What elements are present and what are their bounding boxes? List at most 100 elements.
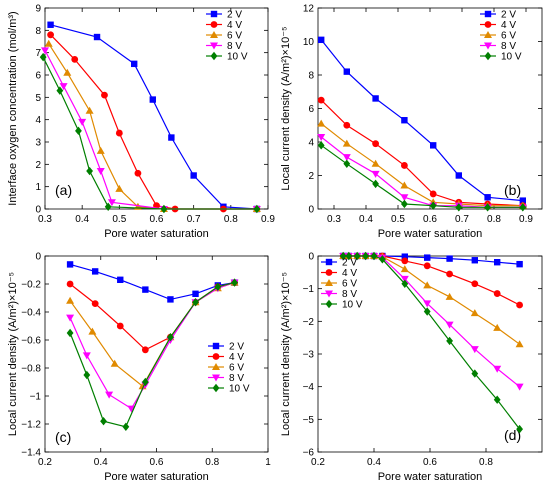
data-point — [318, 36, 325, 44]
data-point — [190, 172, 197, 179]
data-point — [134, 169, 142, 177]
y-tick-label: 2 — [35, 160, 41, 171]
y-tick-label: 0 — [308, 252, 314, 263]
data-point — [516, 301, 523, 309]
data-point — [138, 382, 147, 390]
data-point — [83, 370, 91, 380]
series-line — [69, 263, 235, 301]
x-tick-label: 0.8 — [205, 457, 219, 468]
data-point — [116, 322, 124, 330]
data-point — [41, 47, 49, 55]
legend-entry: 8 V — [342, 289, 357, 300]
data-point — [115, 129, 123, 137]
chart-panel-1: 0.3 0.4 0.5 0.6 0.7 0.8 0.9 0 2 4 6 8 10 12 Pore water… — [280, 4, 543, 240]
data-point — [86, 166, 93, 176]
legend: 2 V4 V6 V8 V10 V — [206, 10, 248, 63]
series-line — [343, 255, 520, 306]
data-point — [345, 251, 353, 261]
legend-entry: 2 V — [501, 10, 516, 21]
data-point — [339, 251, 347, 261]
legend-entry: 8 V — [229, 373, 244, 384]
legend-entry: 4 V — [501, 20, 516, 31]
legend-marker — [212, 383, 220, 393]
x-tick-label: 0.4 — [75, 214, 89, 225]
x-axis-label: Pore water saturation — [378, 228, 483, 240]
data-point — [471, 369, 479, 378]
series-3 — [41, 47, 261, 213]
legend-marker — [484, 10, 492, 18]
series-0 — [66, 261, 238, 303]
data-point — [317, 96, 325, 104]
data-point — [66, 280, 74, 288]
legend-entry: 8 V — [501, 41, 516, 52]
data-point — [47, 21, 54, 28]
x-axis-label: Pore water saturation — [104, 228, 209, 240]
legend-entry: 8 V — [227, 41, 242, 52]
data-point — [342, 139, 351, 147]
data-point — [117, 276, 124, 283]
legend-entry: 6 V — [342, 279, 357, 290]
series-line — [320, 123, 523, 207]
data-point — [96, 168, 105, 176]
series-line — [343, 255, 520, 345]
series-2 — [44, 39, 261, 212]
data-point — [455, 203, 463, 212]
y-tick-label: 10 — [303, 37, 315, 48]
data-point — [515, 383, 524, 391]
data-point — [446, 255, 453, 262]
y-tick-label: −1.4 — [21, 448, 41, 459]
panel-label: (b) — [504, 182, 521, 198]
y-tick-label: −0.2 — [21, 280, 41, 291]
data-point — [317, 119, 326, 127]
y-tick-label: 7 — [35, 48, 41, 59]
data-point — [493, 365, 502, 373]
data-point — [47, 31, 54, 39]
data-point — [63, 68, 72, 76]
y-axis-label: Local current density (A/m²)×10⁻⁵ — [280, 272, 292, 436]
y-tick-label: −1 — [303, 284, 315, 295]
data-point — [59, 83, 68, 91]
data-point — [110, 359, 119, 367]
data-point — [401, 199, 408, 209]
data-point — [100, 417, 107, 426]
series-2 — [339, 252, 524, 348]
x-tick-label: 0.6 — [150, 457, 164, 468]
x-tick-label: 0.6 — [150, 214, 164, 225]
data-point — [401, 253, 408, 260]
data-point — [127, 405, 136, 413]
data-point — [71, 55, 79, 63]
data-point — [56, 86, 64, 95]
data-point — [131, 60, 138, 68]
y-tick-label: 6 — [308, 104, 314, 115]
data-point — [371, 170, 380, 178]
data-point — [379, 255, 386, 264]
legend-entry: 2 V — [342, 258, 357, 269]
y-tick-label: 6 — [35, 71, 41, 82]
data-point — [445, 321, 454, 329]
data-point — [66, 328, 74, 338]
legend-entry: 10 V — [501, 52, 522, 63]
y-axis-label: Local current density (A/m²)×10⁻⁵ — [7, 272, 19, 436]
y-tick-label: 0 — [308, 205, 314, 216]
legend-entry: 2 V — [227, 10, 242, 21]
data-point — [370, 251, 378, 261]
data-point — [160, 204, 168, 214]
x-tick-label: 0.3 — [327, 214, 341, 225]
x-tick-label: 0.6 — [423, 214, 437, 225]
series-line — [343, 255, 520, 388]
data-point — [343, 159, 351, 168]
data-point — [231, 278, 238, 287]
data-point — [104, 202, 112, 211]
series-line — [50, 24, 257, 210]
y-tick-label: 12 — [303, 4, 315, 15]
chart-panel-0: 0.3 0.4 0.5 0.6 0.7 0.8 0.9 0 1 2 3 4 5 6 7 8 9 Pore wate… — [7, 4, 275, 241]
y-tick-label: 1 — [35, 182, 41, 193]
y-tick-label: 8 — [35, 26, 41, 37]
panel-label: (a) — [55, 182, 72, 198]
data-point — [168, 134, 175, 141]
data-point — [516, 260, 523, 268]
y-tick-label: −4 — [303, 382, 315, 393]
y-tick-label: 0 — [35, 205, 41, 216]
data-point — [115, 184, 124, 192]
